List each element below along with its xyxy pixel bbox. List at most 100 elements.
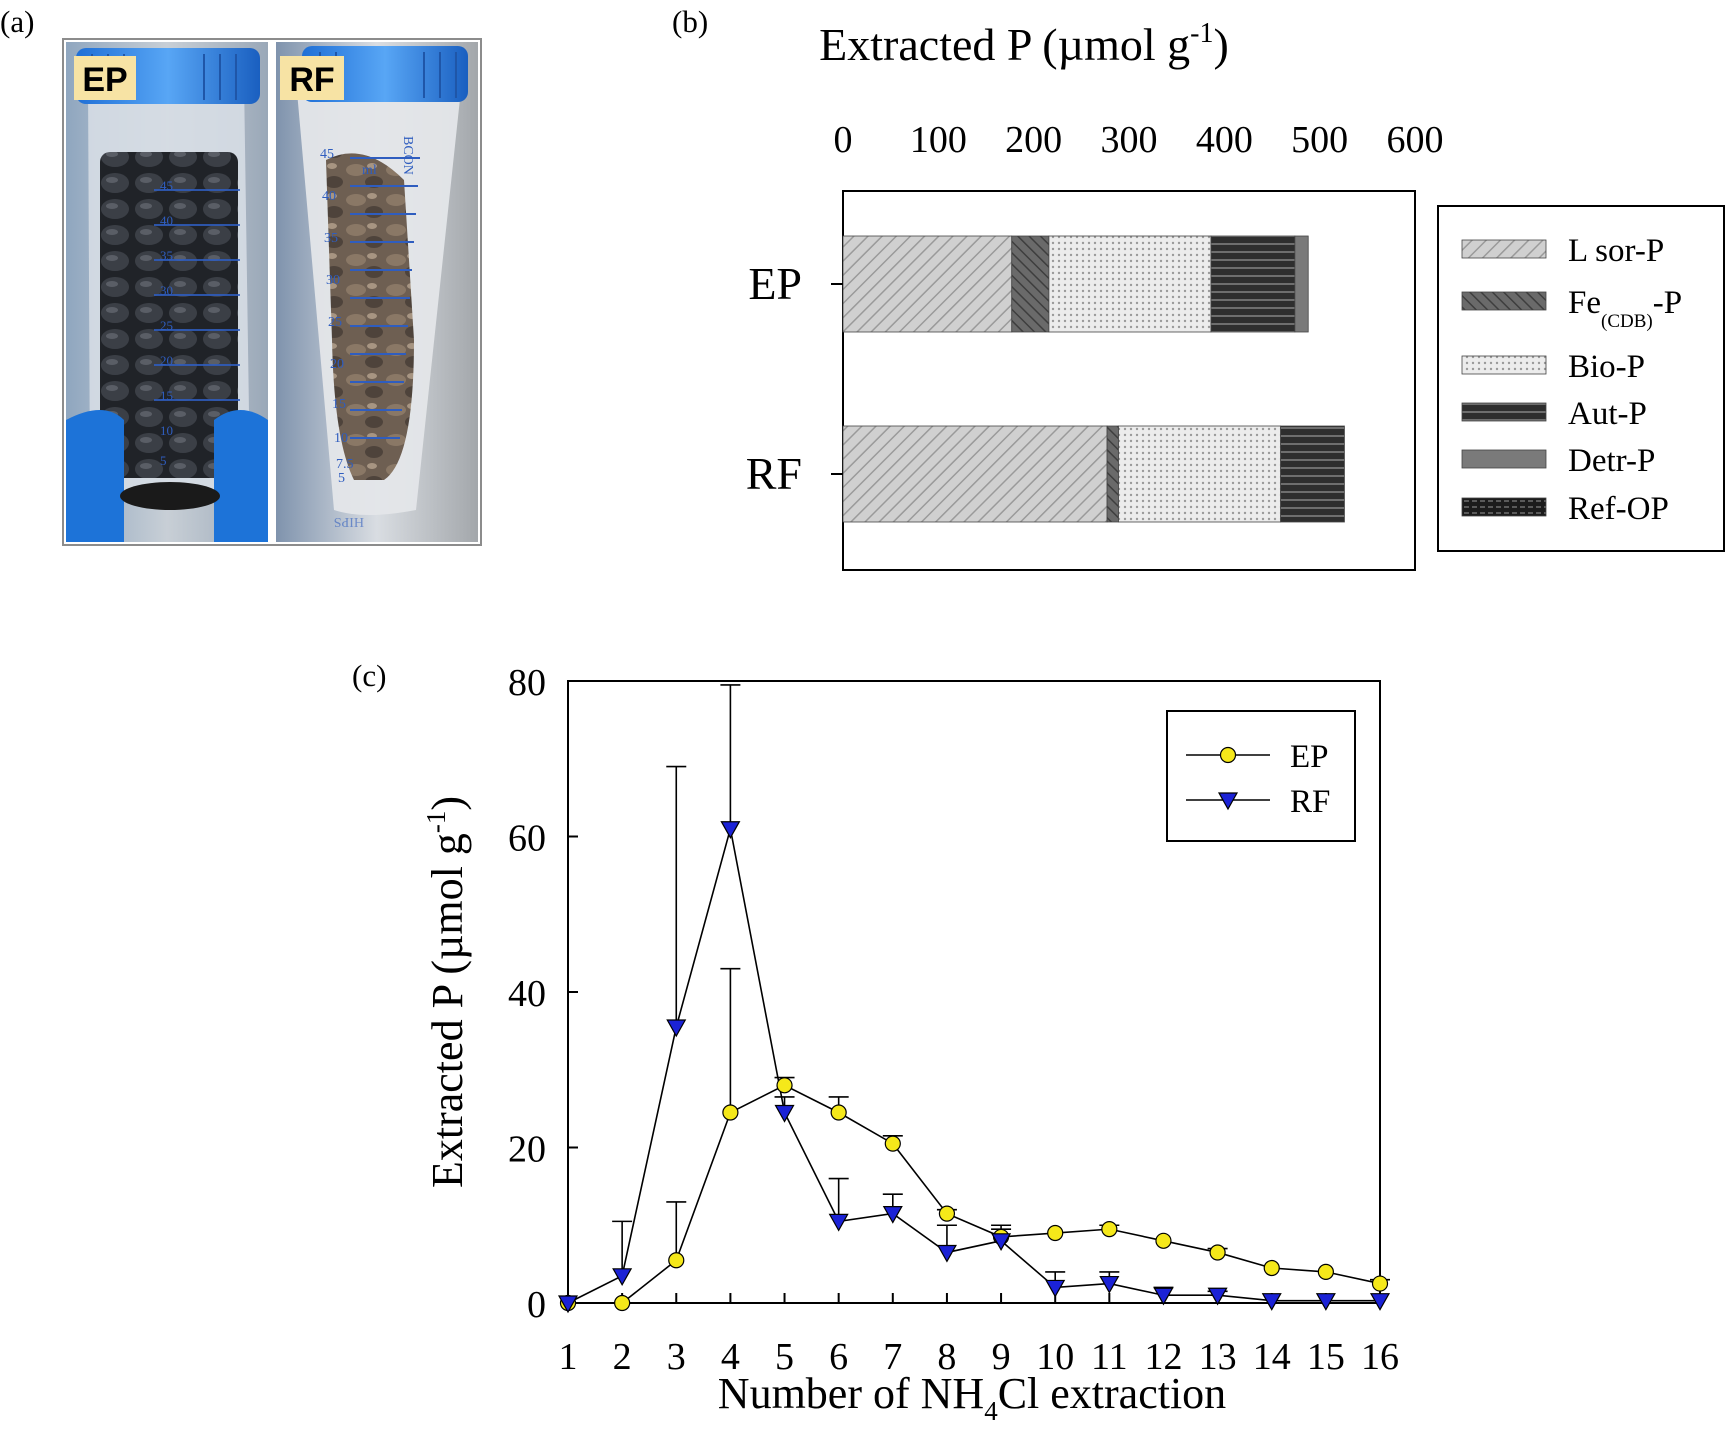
ep-scale-mark: 10: [160, 423, 173, 438]
chart-b-x-tick-label: 200: [1005, 119, 1062, 161]
legend-swatch: [1461, 402, 1547, 422]
p-fraction-bar-chart: Extracted P (µmol g-1) 0 100 200 300 400 500 6…: [746, 18, 1725, 571]
chart-c-x-tick-label: 5: [775, 1336, 794, 1378]
tube-photo-illustration: EP RF: [66, 42, 478, 542]
rf-printed-text: ml: [362, 163, 377, 178]
ep-scale-mark: 45: [160, 178, 173, 193]
chart-c-series: [557, 684, 1391, 1314]
ep-data-point: [884, 1135, 901, 1152]
ep-scale-mark: 40: [160, 213, 173, 228]
rf-scale-mark: 35: [324, 231, 338, 246]
ep-data-point: [1155, 1232, 1172, 1249]
series-rf-line: [567, 828, 1380, 1304]
legend-marker-ep: [1219, 746, 1237, 764]
rf-data-point: [882, 1205, 903, 1224]
legend-swatch: [1461, 497, 1547, 517]
chart-b-category-label: EP: [748, 258, 802, 309]
chart-c-y-tick-label: 40: [508, 973, 546, 1015]
chart-c-x-tick-label: 14: [1253, 1336, 1291, 1378]
chart-c-y-tick-label: 60: [508, 818, 546, 860]
legend-swatch: [1461, 239, 1547, 259]
rf-scale-mark: 10: [334, 431, 348, 446]
rf-data-point: [1261, 1293, 1282, 1311]
rf-data-point: [991, 1233, 1012, 1252]
rf-tube-photo: RF 45 40 35 30 25 20 15 10 7.5 5 ml: [276, 42, 478, 542]
rf-printed-text: BCON: [400, 136, 415, 175]
rf-data-point: [936, 1244, 957, 1263]
chart-c-x-tick-label: 2: [613, 1336, 632, 1378]
legend-marker-rf: [1217, 792, 1239, 811]
chart-c-y-tick-label: 20: [508, 1129, 546, 1171]
rf-data-point: [666, 1019, 687, 1038]
ep-data-point: [722, 1104, 739, 1121]
rf-data-point: [1369, 1293, 1391, 1311]
chart-b-legend: L sor-P Fe(CDB)-P Bio-P Aut-P Detr-P Ref-OP: [1461, 233, 1682, 527]
bar-ep-segment: [842, 235, 1013, 333]
bar-ep-segment: [1210, 235, 1296, 333]
chart-b-bars: [842, 235, 1345, 523]
legend-swatch: [1461, 291, 1547, 311]
chart-c-x-tick-label: 9: [992, 1336, 1011, 1378]
rf-scale-mark: 25: [328, 315, 342, 330]
legend-label: EP: [1290, 739, 1329, 775]
ep-data-point: [614, 1294, 631, 1312]
chart-c-x-tick-label: 16: [1361, 1336, 1399, 1378]
chart-c-y-tick-label: 80: [508, 662, 546, 704]
chart-c-x-tick-label: 15: [1307, 1336, 1345, 1378]
ep-scale-mark: 25: [160, 318, 173, 333]
ep-data-point: [1101, 1221, 1118, 1238]
legend-label: L sor-P: [1568, 233, 1664, 269]
ep-tube-photo: EP: [66, 42, 268, 542]
chart-c-x-tick-label: 1: [559, 1336, 578, 1378]
chart-c-x-tick-label: 8: [937, 1336, 956, 1378]
ep-data-point: [1263, 1259, 1280, 1277]
rf-data-point: [1099, 1275, 1120, 1294]
chart-c-x-tick-label: 13: [1199, 1336, 1237, 1378]
chart-b-x-tick-label: 600: [1387, 119, 1444, 161]
rf-data-point: [828, 1213, 849, 1232]
rf-photo-tag: RF: [289, 61, 334, 99]
legend-swatch: [1461, 355, 1547, 375]
rf-scale-mark: 5: [338, 471, 345, 486]
chart-c-x-tick-label: 6: [829, 1336, 848, 1378]
rf-data-point: [1207, 1287, 1228, 1306]
ep-data-point: [668, 1252, 685, 1269]
bar-rf-segment: [1280, 425, 1345, 523]
panel-c-label: (c): [352, 658, 387, 693]
chart-c-x-tick-label: 11: [1091, 1336, 1128, 1378]
legend-label: Detr-P: [1568, 443, 1655, 479]
bar-ep-segment: [1011, 235, 1050, 333]
ep-data-point: [1317, 1263, 1334, 1281]
rf-scale-mark: 15: [332, 397, 346, 412]
ep-scale-mark: 15: [160, 388, 173, 403]
ep-data-point: [776, 1077, 793, 1094]
legend-label: Fe(CDB)-P: [1568, 285, 1682, 332]
chart-b-x-tick-label: 0: [834, 119, 853, 161]
ep-scale-mark: 35: [160, 248, 173, 263]
chart-b-x-tick-label: 500: [1291, 119, 1348, 161]
chart-b-x-axis: 0 100 200 300 400 500 600: [834, 119, 1444, 161]
legend-label: Bio-P: [1568, 349, 1645, 385]
rf-scale-mark: 45: [320, 147, 334, 162]
rf-data-point: [557, 1295, 579, 1314]
tube-photographs: EP RF: [62, 38, 482, 546]
rf-data-point: [612, 1268, 633, 1287]
ep-data-point: [1047, 1224, 1064, 1242]
series-ep-line: [568, 1084, 1381, 1304]
chart-b-x-tick-label: 400: [1196, 119, 1253, 161]
ep-data-point: [1209, 1244, 1226, 1261]
rf-data-point: [1153, 1287, 1174, 1306]
rf-scale-mark: 7.5: [336, 457, 354, 472]
ep-data-point: [830, 1104, 847, 1121]
chart-b-category-label: RF: [746, 448, 802, 499]
legend-swatch: [1461, 449, 1547, 469]
bar-ep-segment: [1294, 235, 1309, 333]
chart-c-y-label: Extracted P (µmol g-1): [421, 796, 472, 1188]
panel-a-label: (a): [0, 4, 35, 39]
chart-c-legend-box: [1166, 710, 1356, 842]
rf-data-point: [720, 821, 741, 839]
legend-label: RF: [1290, 784, 1330, 820]
chart-c-x-tick-label: 7: [883, 1336, 902, 1378]
rf-scale-mark: 40: [322, 189, 336, 204]
chart-c-x-tick-label: 10: [1036, 1336, 1074, 1378]
